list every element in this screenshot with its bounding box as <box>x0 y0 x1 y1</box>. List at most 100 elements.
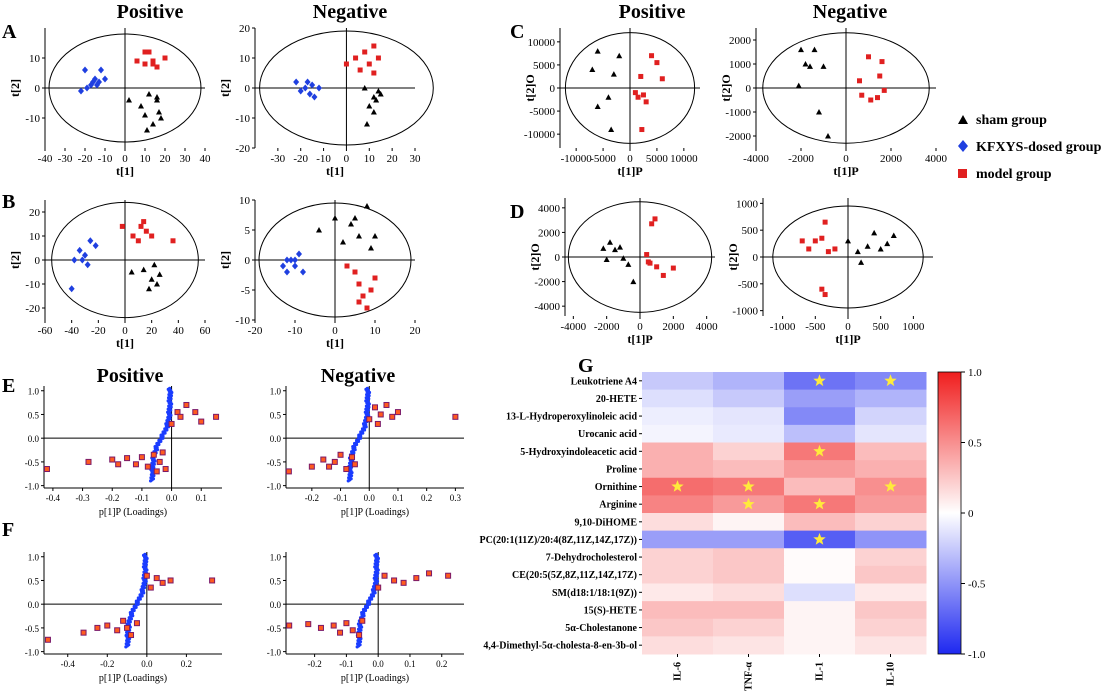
x-axis-label: t[1] <box>326 164 344 178</box>
heatmap-cell <box>784 601 856 620</box>
y-tick-label: -2000 <box>725 131 751 143</box>
colorbar <box>937 371 962 655</box>
x-tick-label: -4000 <box>560 321 586 333</box>
y-tick-label: 5 <box>245 225 251 237</box>
y-tick-label: -0.5 <box>25 624 40 634</box>
kfxys-point <box>296 250 302 258</box>
col-label: IL-6 <box>673 662 684 681</box>
sham-point <box>864 243 871 249</box>
row-label: Urocanic acid <box>578 429 637 440</box>
y-tick-label: 1.0 <box>28 553 40 563</box>
y-tick-label: -2000 <box>534 277 560 289</box>
heatmap-cell <box>713 372 785 391</box>
x-tick-label: -20 <box>91 325 106 337</box>
y-tick-label: 0 <box>245 83 251 95</box>
significant-point <box>109 456 116 463</box>
kfxys-point <box>87 237 94 245</box>
model-point <box>660 272 666 278</box>
significant-point <box>366 416 373 423</box>
heatmap-cell <box>784 513 856 532</box>
kfxys-point <box>302 84 309 92</box>
row-label: Proline <box>606 464 637 475</box>
model-point <box>632 90 638 96</box>
significant-point <box>168 420 175 427</box>
kfxys-point <box>92 75 98 83</box>
kfxys-point <box>68 285 75 293</box>
loading-point-bg <box>168 386 172 390</box>
heatmap-cell <box>855 583 927 602</box>
x-axis-label: t[1]P <box>833 164 858 178</box>
model-point <box>142 49 148 55</box>
x-tick-label: -0.1 <box>135 493 149 503</box>
y-tick-label: -0.5 <box>25 458 40 468</box>
x-tick-label: 0 <box>627 153 633 165</box>
heatmap-cell <box>855 601 927 620</box>
y-tick-label: 2000 <box>538 227 561 239</box>
significant-point <box>374 420 381 427</box>
row-label: SM(d18:1/18:1(9Z)) <box>552 588 637 599</box>
x-tick-label: 0.1 <box>404 659 415 669</box>
kfxys-point <box>92 242 99 250</box>
x-tick-label: -10 <box>288 325 303 337</box>
y-tick-label: 500 <box>742 225 759 237</box>
y-tick-label: 1000 <box>729 59 752 71</box>
significant-point <box>356 632 363 639</box>
header-e-negative: Negative <box>321 365 396 387</box>
y-axis-label: t[2]O <box>528 243 542 270</box>
kfxys-point <box>280 262 286 270</box>
y-tick-label: 0 <box>753 252 759 264</box>
model-point <box>170 238 176 244</box>
heatmap-cell <box>642 460 714 479</box>
x-tick-label: 5000 <box>646 153 669 165</box>
x-tick-label: 20 <box>410 325 422 337</box>
legend-kfxys-marker <box>958 140 968 152</box>
x-tick-label: -0.2 <box>305 493 319 503</box>
model-point <box>130 233 136 239</box>
chart-e-neg: -1.0 -0.5 0.0 0.5 1.0 -0.2 -0.1 0.0 0.1 0.2 0.3 p[1… <box>267 386 464 518</box>
significant-point <box>44 636 51 643</box>
significance-star <box>671 480 684 492</box>
x-tick-label: -0.1 <box>333 493 347 503</box>
heatmap-cell <box>855 530 927 549</box>
chart-f-neg: -1.0 -0.5 0.0 0.5 1.0 -0.2 -0.1 0.0 0.1 0.2 p[1]P … <box>267 552 464 684</box>
x-tick-label: -10000 <box>561 153 593 165</box>
heatmap-cell <box>713 601 785 620</box>
kfxys-point <box>316 84 322 92</box>
x-tick-label: -5000 <box>590 153 616 165</box>
row-label: 5-Hydroxyindoleacetic acid <box>520 447 637 458</box>
sham-point <box>364 203 370 209</box>
model-point <box>799 238 805 244</box>
heatmap-cell <box>855 513 927 532</box>
sham-point <box>368 245 374 251</box>
significant-point <box>43 466 50 473</box>
header-c-negative: Negative <box>813 1 888 23</box>
x-tick-label: 0.0 <box>141 659 153 669</box>
x-tick-label: -40 <box>64 325 79 337</box>
y-tick-label: 5000 <box>533 60 556 72</box>
kfxys-point <box>71 256 78 264</box>
heatmap-cell <box>642 372 714 391</box>
model-point <box>819 286 825 292</box>
significant-point <box>153 575 160 582</box>
row-label: 20-HETE <box>596 394 637 405</box>
x-tick-label: -0.3 <box>75 493 90 503</box>
x-tick-label: 0 <box>344 153 350 165</box>
model-point <box>150 61 156 67</box>
x-tick-label: 0 <box>122 153 128 165</box>
model-point <box>643 99 649 105</box>
significant-point <box>133 620 140 627</box>
model-point <box>134 58 140 64</box>
x-tick-label: 20 <box>387 153 399 165</box>
significant-point <box>132 461 139 468</box>
sham-point <box>144 127 150 133</box>
significant-point <box>120 617 127 624</box>
kfxys-point <box>78 87 84 95</box>
sham-point <box>589 66 596 73</box>
significant-point <box>372 404 378 411</box>
model-point <box>649 53 655 59</box>
significant-point <box>114 627 121 634</box>
significant-point <box>94 624 101 631</box>
model-point <box>639 127 645 133</box>
kfxys-point <box>82 66 88 74</box>
y-tick-label: 0 <box>245 255 251 267</box>
